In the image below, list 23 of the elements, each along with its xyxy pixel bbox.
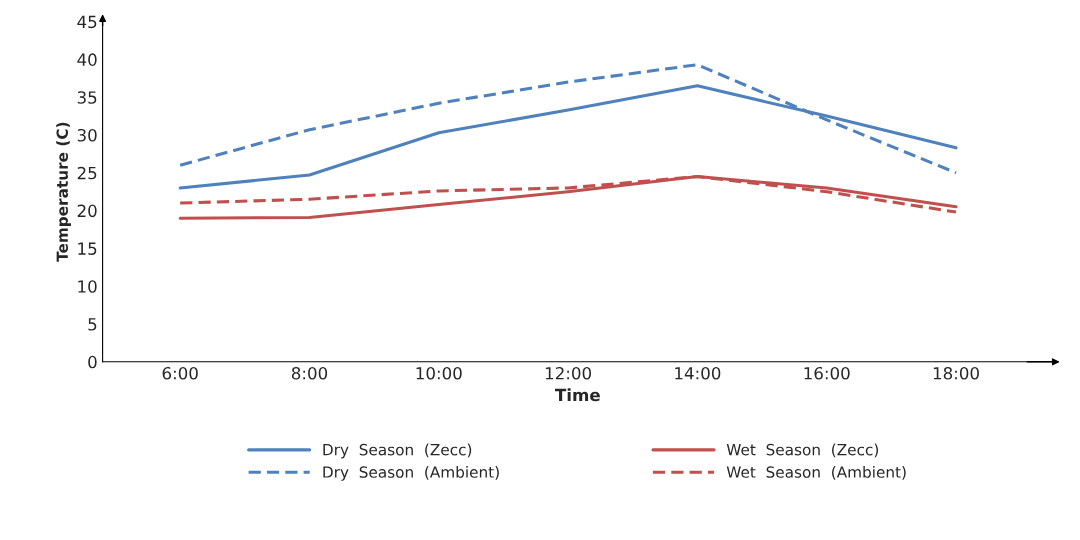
legend-label: Wet Season (Ambient) [726,466,906,480]
x-tick-label: 6:00 [162,366,198,380]
y-tick-label: 40 [77,53,97,66]
x-tick-label: 18:00 [933,366,979,380]
y-axis-title: Temperature (C) [56,122,71,262]
y-tick-label: 25 [77,166,97,180]
legend-label: Dry Season (Ambient) [323,466,499,481]
legend-label: Wet Season (Zecc) [726,443,879,458]
y-tick-label: 5 [88,318,97,331]
x-tick-label: 10:00 [416,366,462,380]
y-tick-label: 35 [77,91,97,104]
y-tick-label: 0 [88,355,97,369]
x-tick-label: 12:00 [545,366,592,380]
legend-label: Dry Season (Zecc) [323,443,472,459]
y-tick-label: 10 [78,280,97,293]
y-tick-label: 45 [77,15,97,29]
y-tick-label: 30 [77,128,97,142]
y-tick-label: 20 [77,204,97,218]
x-axis-title: Time [555,388,600,402]
x-tick-label: 8:00 [291,366,328,380]
y-tick-label: 15 [78,242,97,255]
x-tick-label: 16:00 [804,366,850,380]
x-tick-label: 14:00 [675,366,721,380]
